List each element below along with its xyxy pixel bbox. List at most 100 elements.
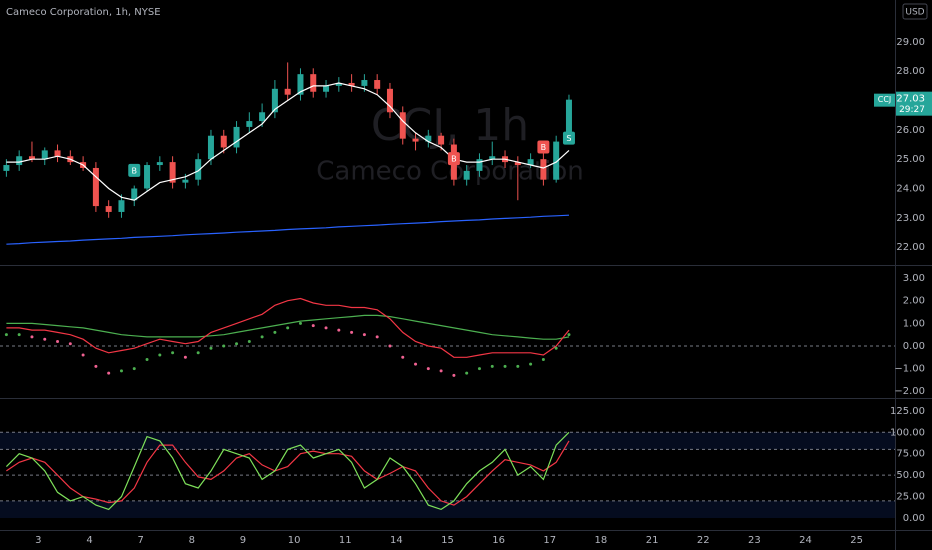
moving-average	[6, 82, 570, 201]
dot	[145, 358, 149, 362]
band	[0, 500, 895, 518]
y-tick-label: 22.00	[896, 242, 925, 253]
x-tick-label: 16	[492, 535, 505, 546]
candle-body	[514, 162, 521, 166]
y-tick-label: 1.00	[903, 318, 925, 329]
dot	[350, 330, 354, 334]
signal-label: S	[566, 134, 571, 143]
candle-body	[476, 159, 483, 171]
candle-body	[246, 121, 253, 127]
candle-body	[335, 82, 342, 86]
watermark-symbol: CCJ, 1h	[371, 100, 529, 151]
candle-body	[41, 150, 48, 160]
x-tick-label: 7	[137, 535, 143, 546]
y-tick-label: 75.00	[896, 449, 925, 460]
x-tick-label: 10	[288, 535, 301, 546]
signal-badge	[128, 163, 141, 177]
band	[0, 432, 895, 450]
candle-body	[195, 159, 202, 180]
candle-body	[207, 135, 214, 160]
dot	[43, 337, 47, 341]
dot	[235, 342, 239, 346]
chart-title: Cameco Corporation, 1h, NYSE	[6, 7, 161, 18]
dot	[30, 335, 34, 339]
dot	[529, 362, 533, 366]
dot	[477, 367, 481, 371]
candle-body	[169, 162, 176, 183]
symbol-label: CCJ	[878, 95, 892, 104]
dot	[286, 326, 290, 330]
currency[interactable]: USD	[905, 8, 924, 18]
dot	[158, 353, 162, 357]
symbol-tag	[874, 93, 895, 107]
dot	[81, 353, 85, 357]
y-tick-label: 29.00	[896, 37, 925, 48]
y-tick-label: 23.00	[896, 213, 925, 224]
dot	[439, 369, 443, 373]
candle-body	[118, 200, 125, 212]
dot	[401, 355, 405, 359]
candle-body	[28, 156, 35, 160]
y-tick-label: 0.00	[903, 513, 925, 524]
currency-box[interactable]	[902, 3, 928, 20]
dot	[452, 373, 456, 377]
dot	[183, 355, 187, 359]
x-tick-label: 22	[697, 535, 710, 546]
dot	[567, 333, 571, 337]
candle-body	[374, 80, 381, 89]
candle-body	[565, 99, 572, 142]
candle-body	[361, 80, 368, 86]
dot	[541, 358, 545, 362]
x-tick-label: 3	[35, 535, 41, 546]
dot	[554, 346, 558, 350]
candle-body	[310, 74, 317, 92]
dot	[362, 333, 366, 337]
y-tick-label: 2.00	[903, 296, 925, 307]
dot	[516, 364, 520, 368]
candle-body	[463, 170, 470, 180]
candle-body	[297, 74, 304, 95]
x-tick-label: 25	[850, 535, 863, 546]
dot	[209, 346, 213, 350]
signal-label: B	[451, 155, 457, 164]
x-tick-label: 24	[799, 535, 812, 546]
dot	[68, 342, 72, 346]
y-tick-label: 3.00	[903, 273, 925, 284]
indicator-line	[6, 314, 570, 340]
candle-body	[438, 135, 445, 145]
signal-label: B	[541, 143, 547, 152]
dot	[4, 333, 8, 337]
candle-body	[3, 165, 10, 171]
candle-body	[489, 156, 496, 160]
dot	[222, 344, 226, 348]
y-tick-label: −1.00	[894, 364, 925, 375]
candle-body	[386, 88, 393, 113]
x-tick-label: 11	[339, 535, 352, 546]
last-price: 27.03	[896, 94, 925, 105]
candle-body	[348, 82, 355, 86]
x-tick-label: 14	[390, 535, 403, 546]
y-tick-label: 25.00	[896, 154, 925, 165]
x-tick-label: 4	[86, 535, 92, 546]
y-tick-label: −2.00	[894, 386, 925, 397]
candle-body	[233, 126, 240, 148]
candle-body	[284, 88, 291, 95]
x-tick-label: 15	[441, 535, 454, 546]
dot	[94, 364, 98, 368]
indicator-line	[5, 431, 570, 511]
dot	[324, 326, 328, 330]
dot	[196, 351, 200, 355]
candle-body	[105, 206, 112, 212]
y-tick-label: 100.00	[890, 427, 925, 438]
dot	[414, 362, 418, 366]
dot	[426, 367, 430, 371]
signal-badge	[562, 131, 575, 145]
dot	[503, 364, 507, 368]
candle-body	[271, 88, 278, 113]
dot	[465, 371, 469, 375]
dot	[107, 371, 111, 375]
candle-body	[540, 159, 547, 180]
countdown: 29:27	[899, 105, 925, 115]
y-tick-label: 24.00	[896, 183, 925, 194]
